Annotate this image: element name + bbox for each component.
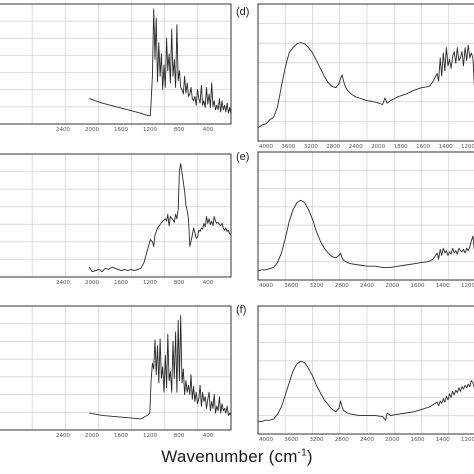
x-tick-label: 1400	[439, 144, 453, 150]
plot-frame	[257, 305, 474, 435]
x-tick-label: 1600	[114, 127, 128, 133]
plot-area	[0, 154, 231, 277]
x-tick-label: 400	[203, 433, 214, 439]
panel-label-d: (d)	[236, 6, 249, 18]
x-tick-label: 2000	[85, 127, 99, 133]
panel-label-f: (f)	[236, 304, 246, 316]
x-tick-label: 2800	[335, 437, 349, 443]
plot-frame	[0, 305, 232, 431]
spectrum-line-b	[88, 163, 232, 273]
x-tick-label: 2800	[326, 144, 340, 150]
plot-area	[0, 306, 231, 430]
plot-area	[258, 4, 474, 141]
x-tick-label: 3200	[304, 144, 318, 150]
x-tick-label: 2000	[85, 433, 99, 439]
spectrum-line-e	[257, 199, 474, 272]
x-tick-label: 1200	[461, 437, 474, 443]
x-tick-label: 2000	[371, 144, 385, 150]
x-tick-label: 2400	[349, 144, 363, 150]
x-tick-label: 1800	[394, 144, 408, 150]
spectrum-panel-a: 2400 2000 1600 1200 800 400	[0, 3, 232, 133]
x-tick-label: 400	[203, 280, 214, 286]
x-tick-label: 1600	[416, 144, 430, 150]
x-tick-label: 4000	[259, 283, 273, 289]
spectrum-line-d	[257, 42, 474, 129]
x-tick-label: 800	[174, 127, 185, 133]
plot-frame	[257, 3, 474, 142]
x-tick-label: 2400	[56, 280, 70, 286]
spectrum-line-f	[258, 360, 474, 422]
x-tick-label: 400	[203, 127, 214, 133]
x-tick-label: 2000	[385, 283, 399, 289]
plot-frame	[257, 151, 474, 281]
x-tick-label: 2400	[360, 437, 374, 443]
spectrum-panel-c: 2400 2000 1600 1200 800 400	[0, 305, 232, 439]
x-tick-label: 1600	[114, 433, 128, 439]
panel-label-e: (e)	[236, 151, 249, 163]
x-tick-label: 1200	[461, 283, 474, 289]
x-tick-label: 2400	[56, 127, 70, 133]
plot-area	[258, 152, 474, 280]
x-tick-label: 3600	[281, 144, 295, 150]
spectrum-line-c	[89, 315, 232, 420]
x-tick-label: 3600	[284, 283, 298, 289]
x-tick-label: 2400	[56, 433, 70, 439]
plot-frame	[0, 153, 232, 278]
x-tick-label: 800	[174, 280, 185, 286]
x-tick-label: 1400	[436, 283, 450, 289]
x-tick-label: 2400	[360, 283, 374, 289]
spectrum-panel-d: 4000 3600 3200 2800 2400 2000 1800 1600 1400 1200…	[236, 3, 474, 150]
x-tick-label: 2800	[335, 283, 349, 289]
plot-frame	[0, 3, 232, 125]
x-tick-label: 1400	[436, 437, 450, 443]
x-axis-title: Wavenumber (cm-1)	[161, 447, 313, 466]
x-tick-label: 1200	[461, 144, 474, 150]
x-tick-label: 2000	[85, 280, 99, 286]
x-tick-label: 1600	[411, 437, 425, 443]
x-tick-label: 4000	[259, 144, 273, 150]
x-tick-label: 1200	[143, 127, 157, 133]
plot-area	[258, 306, 474, 434]
x-tick-label: 1600	[411, 283, 425, 289]
spectrum-panel-b: 2400 2000 1600 1200 800 400	[0, 153, 232, 286]
x-tick-label: 2000	[385, 437, 399, 443]
x-tick-label: 4000	[259, 437, 273, 443]
x-tick-label: 3600	[284, 437, 298, 443]
spectrum-panel-f: 4000 3600 3200 2800 2400 2000 1600 1400 1200 (f)	[236, 304, 474, 443]
spectrum-panel-e: 4000 3600 3200 2800 2400 2000 1600 1400 1200 (e)	[236, 151, 474, 289]
x-tick-label: 1200	[143, 433, 157, 439]
x-tick-label: 1200	[143, 280, 157, 286]
x-tick-label: 3200	[310, 437, 324, 443]
x-tick-label: 1600	[114, 280, 128, 286]
spectrum-line-a	[89, 8, 232, 116]
x-tick-label: 3200	[310, 283, 324, 289]
plot-area	[0, 4, 231, 124]
x-tick-label: 800	[174, 433, 185, 439]
